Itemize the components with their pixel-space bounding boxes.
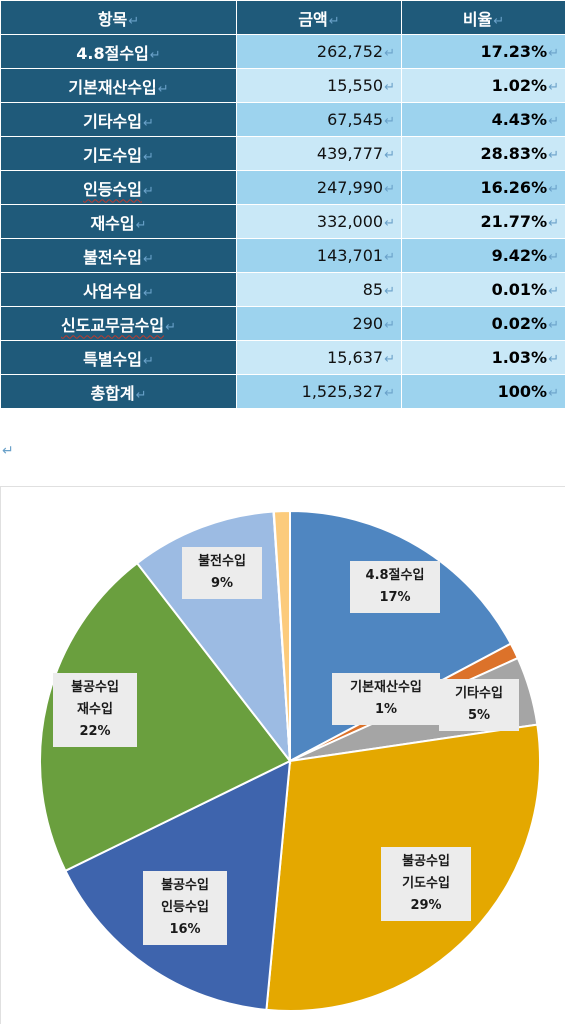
row-name-cell: 사업수입↵ <box>0 272 237 307</box>
row-ratio-cell: 0.01%↵ <box>401 272 565 307</box>
row-name-cell: 기본재산수입↵ <box>0 68 237 103</box>
column-header-ratio: 비율↵ <box>401 0 565 35</box>
row-ratio-cell: 1.03%↵ <box>401 340 565 375</box>
row-name-cell: 신도교무금수입↵ <box>0 306 237 341</box>
slice-label-lantern-income: 불공수입 인등수입 16% <box>143 871 227 945</box>
row-ratio-cell: 1.02%↵ <box>401 68 565 103</box>
row-amount-cell: 67,545↵ <box>236 102 402 137</box>
table-header-row: 항목↵ 금액↵ 비율↵ <box>0 0 565 35</box>
row-ratio-cell: 17.23%↵ <box>401 34 565 69</box>
row-name-cell: 재수입↵ <box>0 204 237 239</box>
table-total-row: 총합계↵ 1,525,327↵ 100%↵ <box>0 374 565 409</box>
row-name-cell: 기도수입↵ <box>0 136 237 171</box>
table-row: 기도수입↵ 439,777↵ 28.83%↵ <box>0 136 565 171</box>
column-header-amount: 금액↵ <box>236 0 402 35</box>
slice-label-offering-income: 불전수입 9% <box>182 547 262 599</box>
column-header-item: 항목↵ <box>0 0 237 35</box>
row-ratio-cell: 0.02%↵ <box>401 306 565 341</box>
row-name-cell: 인등수입↵ <box>0 170 237 205</box>
pie-chart-area: 4.8절수입 17% 기본재산수입 1% 기타수입 5% 불공수입 기도수입 29% 불공… <box>0 486 565 1024</box>
table-row: 인등수입↵ 247,990↵ 16.26%↵ <box>0 170 565 205</box>
slice-label-endowment-income: 기본재산수입 1% <box>332 673 440 725</box>
row-name-cell: 불전수입↵ <box>0 238 237 273</box>
row-amount-cell: 15,550↵ <box>236 68 402 103</box>
row-ratio-cell: 9.42%↵ <box>401 238 565 273</box>
row-amount-cell: 143,701↵ <box>236 238 402 273</box>
total-ratio-cell: 100%↵ <box>401 374 565 409</box>
table-row: 기본재산수입↵ 15,550↵ 1.02%↵ <box>0 68 565 103</box>
table-row: 신도교무금수입↵ 290↵ 0.02%↵ <box>0 306 565 341</box>
pie-chart <box>39 509 541 1012</box>
row-ratio-cell: 28.83%↵ <box>401 136 565 171</box>
table-row: 불전수입↵ 143,701↵ 9.42%↵ <box>0 238 565 273</box>
row-name-cell: 특별수입↵ <box>0 340 237 375</box>
total-name-cell: 총합계↵ <box>0 374 237 409</box>
row-ratio-cell: 4.43%↵ <box>401 102 565 137</box>
row-amount-cell: 85↵ <box>236 272 402 307</box>
pie-slice-6 <box>39 561 292 873</box>
row-amount-cell: 262,752↵ <box>236 34 402 69</box>
slice-label-prayer-income: 불공수입 기도수입 29% <box>381 847 471 921</box>
pie-slice-10 <box>272 509 291 762</box>
income-table: 항목↵ 금액↵ 비율↵ 4.8절수입↵ 262,752↵ 17.23%↵ 기본재… <box>0 0 565 409</box>
row-amount-cell: 439,777↵ <box>236 136 402 171</box>
slice-label-other-income: 기타수입 5% <box>439 679 519 731</box>
row-amount-cell: 290↵ <box>236 306 402 341</box>
paragraph-mark: ↵ <box>2 443 14 459</box>
table-row: 특별수입↵ 15,637↵ 1.03%↵ <box>0 340 565 375</box>
table-row: 기타수입↵ 67,545↵ 4.43%↵ <box>0 102 565 137</box>
row-ratio-cell: 16.26%↵ <box>401 170 565 205</box>
row-amount-cell: 15,637↵ <box>236 340 402 375</box>
slice-label-memorial-income: 불공수입 재수입 22% <box>53 673 137 747</box>
row-amount-cell: 247,990↵ <box>236 170 402 205</box>
row-ratio-cell: 21.77%↵ <box>401 204 565 239</box>
slice-label-4-8-income: 4.8절수입 17% <box>350 561 440 613</box>
table-row: 4.8절수입↵ 262,752↵ 17.23%↵ <box>0 34 565 69</box>
table-row: 재수입↵ 332,000↵ 21.77%↵ <box>0 204 565 239</box>
row-name-cell: 4.8절수입↵ <box>0 34 237 69</box>
row-amount-cell: 332,000↵ <box>236 204 402 239</box>
table-row: 사업수입↵ 85↵ 0.01%↵ <box>0 272 565 307</box>
row-name-cell: 기타수입↵ <box>0 102 237 137</box>
total-amount-cell: 1,525,327↵ <box>236 374 402 409</box>
